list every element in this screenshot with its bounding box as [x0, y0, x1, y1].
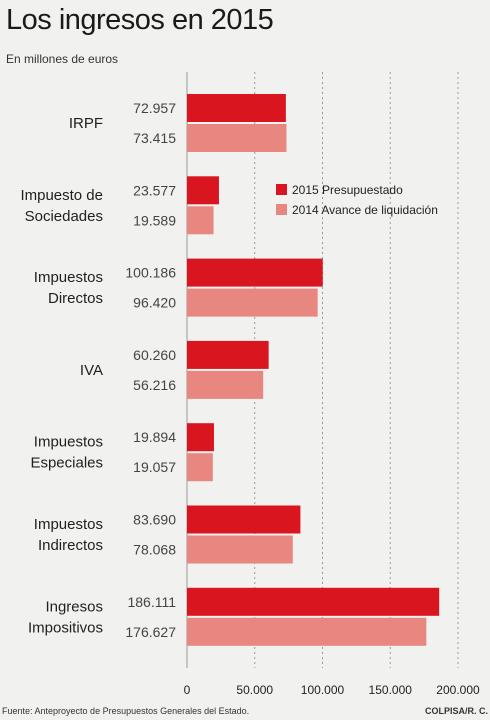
value-label: 72.957: [133, 100, 176, 116]
bar-2015: [187, 505, 301, 534]
value-label: 100.186: [125, 265, 176, 281]
category-label: IRPF: [69, 115, 103, 132]
bar-2014: [187, 370, 264, 399]
category-label: Directos: [48, 290, 103, 307]
bar-2014: [187, 535, 293, 564]
bar-2015: [187, 340, 269, 369]
value-label: 19.894: [133, 429, 176, 445]
legend-swatch-2014: [276, 204, 287, 215]
legend-label-2014: 2014 Avance de liquidación: [292, 203, 438, 217]
chart-title: Los ingresos en 2015: [6, 4, 274, 36]
value-label: 56.216: [133, 377, 176, 393]
bar-2015: [187, 94, 286, 122]
bar-2014: [187, 288, 318, 317]
category-label: Impositivos: [28, 619, 103, 636]
bar-chart: 0 50.000 100.000 150.000 200.000 72.957 73.415…: [20, 72, 480, 697]
value-label: 73.415: [133, 130, 176, 146]
source-note: Fuente: Anteproyecto de Presupuestos Gen…: [2, 706, 250, 716]
chart-subtitle: En millones de euros: [6, 52, 119, 66]
bar-2015: [187, 587, 440, 616]
category-label: Impuestos: [34, 434, 103, 451]
legend-swatch-2015: [276, 184, 287, 195]
bar-2015: [187, 258, 323, 287]
value-label: 83.690: [133, 512, 176, 528]
bar-2014: [187, 617, 427, 646]
bar-2015: [187, 176, 219, 205]
category-label: Indirectos: [38, 537, 103, 554]
x-tick-label: 0: [184, 683, 191, 697]
bar-2014: [187, 124, 287, 152]
category-label: IVA: [80, 362, 103, 379]
bar-2014: [187, 206, 214, 235]
x-tick-label: 150.000: [369, 683, 413, 697]
value-label: 60.260: [133, 347, 176, 363]
bar-2014: [187, 453, 213, 482]
x-tick-label: 200.000: [436, 683, 480, 697]
value-label: 19.057: [133, 459, 176, 475]
legend-label-2015: 2015 Presupuestado: [292, 183, 403, 197]
category-label: Impuesto de: [20, 187, 103, 204]
value-label: 19.589: [133, 212, 176, 228]
value-label: 186.111: [127, 594, 176, 610]
footer: Fuente: Anteproyecto de Presupuestos Gen…: [2, 706, 488, 716]
category-label: Impuestos: [34, 516, 103, 533]
x-tick-label: 50.000: [236, 683, 273, 697]
value-label: 96.420: [133, 295, 176, 311]
value-label: 23.577: [133, 182, 176, 198]
credit: COLPISA/R. C.: [424, 706, 488, 716]
category-label: Ingresos: [45, 598, 103, 615]
bar-2015: [187, 423, 214, 452]
category-label: Impuestos: [34, 269, 103, 286]
value-label: 78.068: [133, 542, 176, 558]
value-label: 176.627: [125, 624, 176, 640]
x-tick-label: 100.000: [301, 683, 345, 697]
category-label: Especiales: [30, 455, 103, 472]
category-label: Sociedades: [25, 208, 103, 225]
